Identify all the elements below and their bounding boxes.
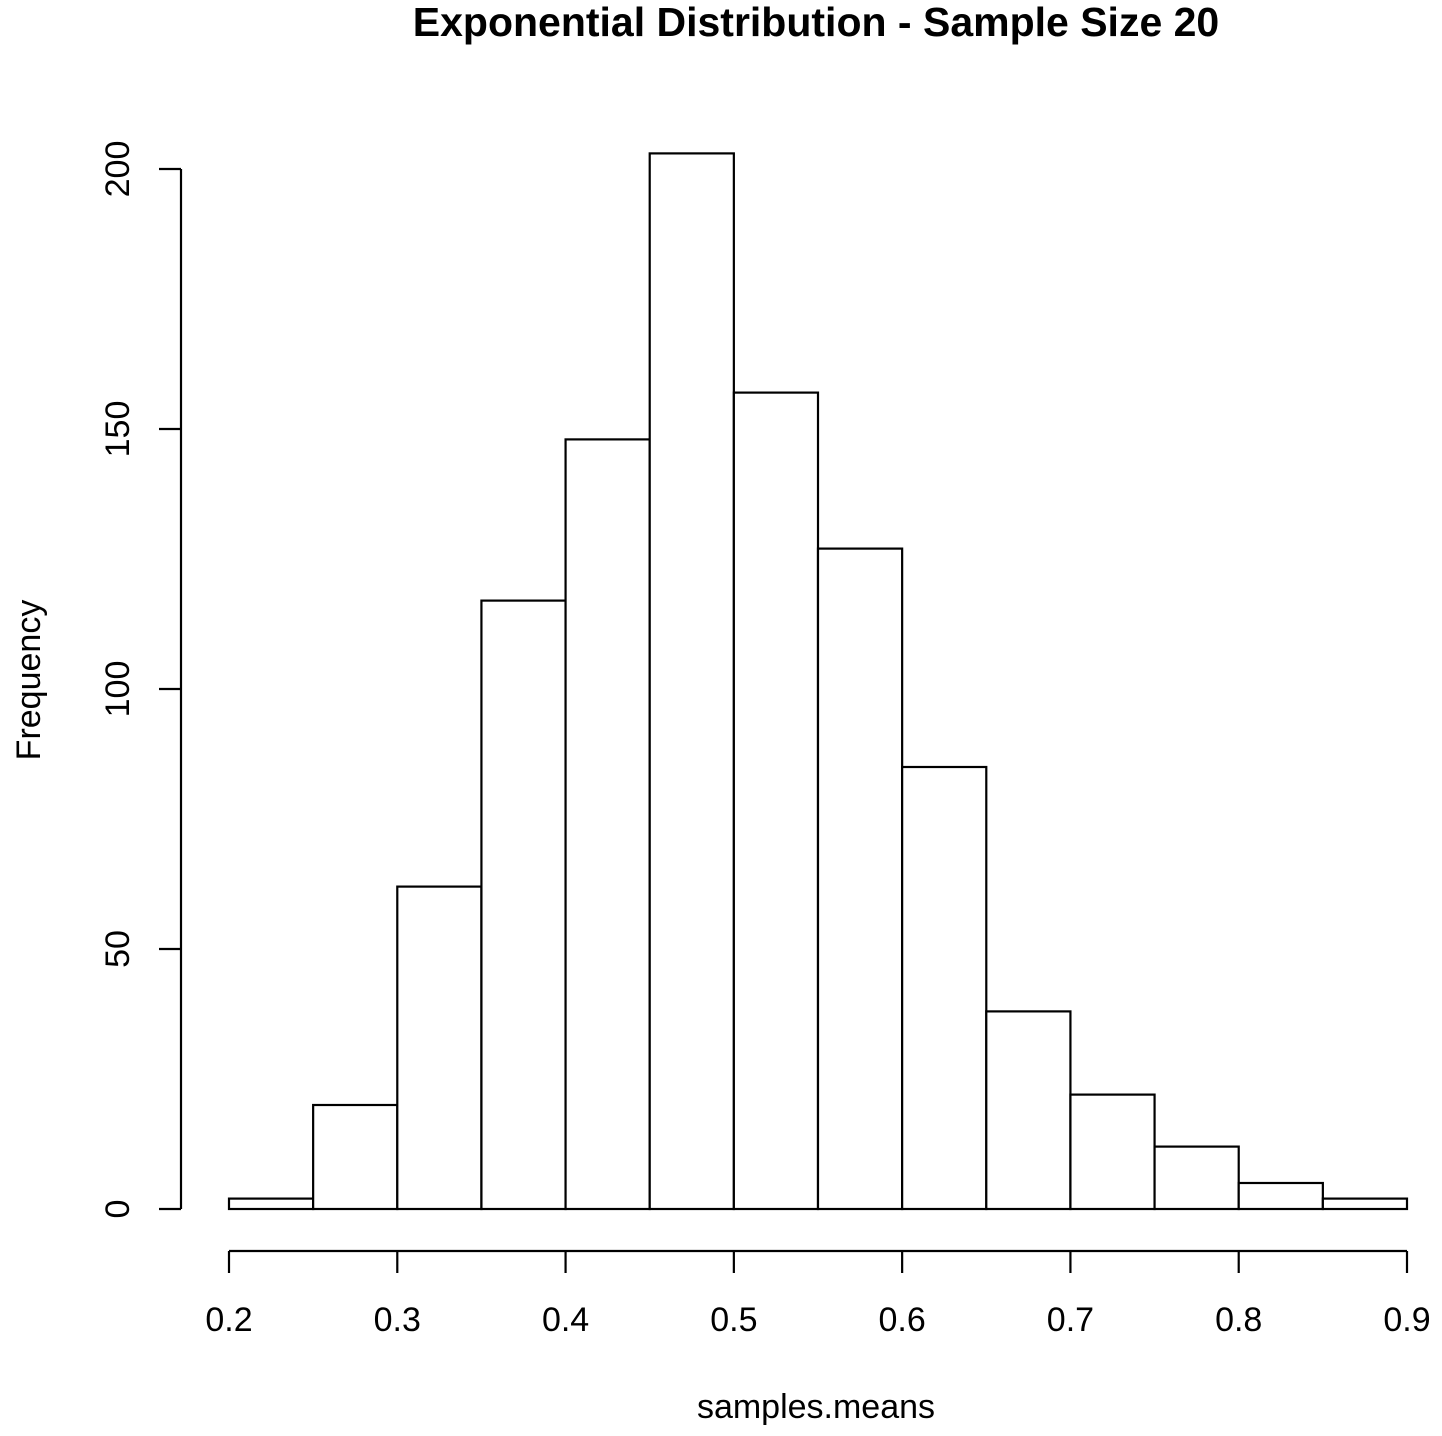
x-tick-label: 0.3 <box>374 1301 421 1339</box>
x-tick-label: 0.8 <box>1215 1301 1262 1339</box>
y-axis-label: Frequency <box>10 600 48 761</box>
x-tick-label: 0.6 <box>879 1301 926 1339</box>
y-tick-label: 0 <box>99 1200 137 1219</box>
histogram-bar <box>396 885 483 1211</box>
histogram-bar <box>564 438 651 1211</box>
histogram-bar <box>1237 1181 1324 1211</box>
x-tick-label: 0.5 <box>710 1301 757 1339</box>
histogram-bar <box>480 599 567 1211</box>
histogram-bar <box>1321 1197 1409 1211</box>
histogram-bar <box>732 391 820 1211</box>
histogram-bar <box>985 1010 1072 1211</box>
chart-title: Exponential Distribution - Sample Size 2… <box>413 0 1220 45</box>
histogram-bar <box>901 765 988 1211</box>
x-tick-label: 0.7 <box>1047 1301 1094 1339</box>
y-tick-label: 50 <box>99 930 137 968</box>
histogram-bar <box>816 547 904 1211</box>
x-tick-label: 0.2 <box>205 1301 252 1339</box>
x-tick-label: 0.9 <box>1383 1301 1430 1339</box>
y-tick-label: 200 <box>99 141 137 198</box>
y-tick-label: 150 <box>99 401 137 458</box>
x-axis-label: samples.means <box>697 1388 935 1426</box>
histogram-bar <box>1069 1093 1156 1211</box>
histogram-bar <box>227 1197 315 1211</box>
histogram-bar <box>312 1103 399 1211</box>
x-axis: 0.2 0.3 0.4 0.5 0.6 0.7 0.8 0.9 <box>205 1249 1431 1339</box>
bars-group <box>227 152 1409 1211</box>
y-tick-label: 100 <box>99 661 137 718</box>
x-tick-label: 0.4 <box>542 1301 589 1339</box>
histogram-bar <box>648 152 735 1211</box>
histogram-bar <box>1153 1145 1240 1211</box>
y-axis: 0 50 100 150 200 <box>99 141 183 1219</box>
